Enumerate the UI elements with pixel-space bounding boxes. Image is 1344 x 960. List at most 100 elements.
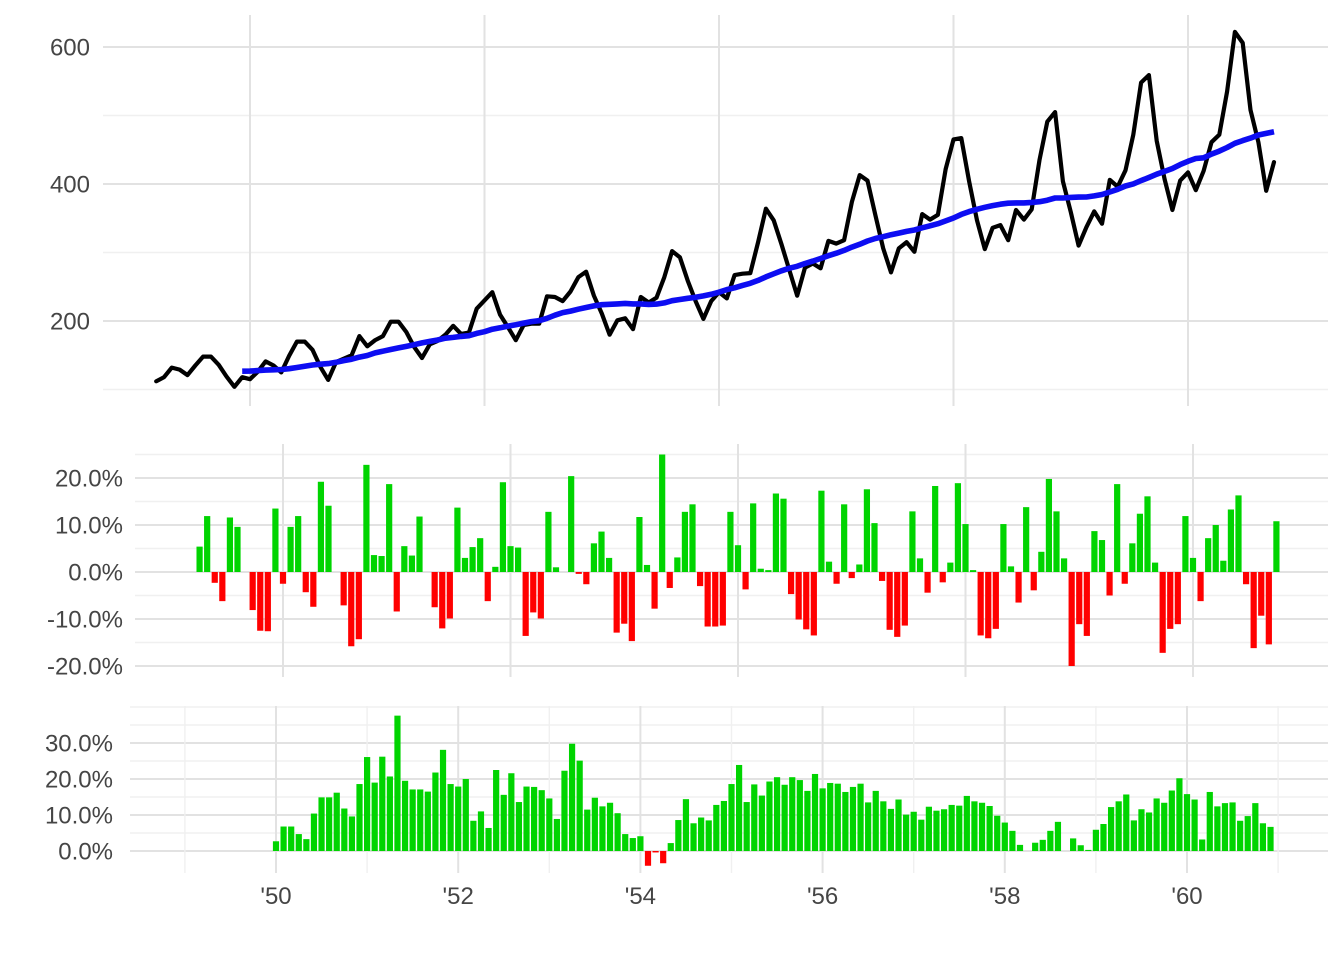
month-over-month-percent-change-positive-bar — [1060, 558, 1068, 572]
month-over-month-percent-change-positive-bar — [818, 490, 825, 572]
month-over-month-percent-change-negative-bar — [886, 572, 893, 630]
month-over-month-percent-change-negative-bar — [219, 572, 226, 602]
year-over-year-percent-change-positive-bar — [751, 784, 758, 851]
year-over-year-percent-change-positive-bar — [1107, 807, 1115, 851]
year-over-year-percent-change-positive-bar — [447, 784, 454, 851]
year-over-year-percent-change-positive-bar — [303, 839, 310, 851]
month-over-month-percent-change-negative-bar — [878, 572, 886, 581]
year-over-year-percent-change-positive-bar — [379, 756, 386, 851]
month-over-month-percent-change-positive-bar — [856, 564, 863, 572]
year-over-year-percent-change-positive-bar — [880, 801, 887, 851]
month-over-month-percent-change-positive-bar — [492, 566, 499, 572]
month-over-month-percent-change-positive-bar — [1023, 507, 1030, 572]
month-over-month-percent-change-negative-bar — [1174, 572, 1181, 625]
year-over-year-percent-change-positive-bar — [508, 773, 515, 851]
year-over-year-percent-change-positive-bar — [698, 817, 705, 851]
year-over-year-percent-change-positive-bar — [515, 802, 523, 851]
month-over-month-percent-change-positive-bar — [681, 511, 689, 572]
year-over-year-percent-change-positive-bar — [903, 814, 910, 851]
month-over-month-percent-change-negative-bar — [1242, 572, 1250, 585]
month-over-month-percent-change-positive-bar — [590, 543, 598, 572]
year-over-year-percent-change-positive-bar — [857, 783, 864, 851]
month-over-month-percent-change-negative-bar — [1106, 572, 1113, 596]
year-over-year-percent-change-positive-bar — [310, 813, 318, 851]
year-over-year-percent-change-positive-bar — [728, 784, 735, 851]
month-over-month-percent-change-negative-bar — [848, 572, 855, 579]
year-over-year-percent-change-positive-bar — [1123, 794, 1130, 851]
year-over-year-percent-change-positive-bar — [865, 802, 872, 851]
y-tick-label-panel3: 30.0% — [45, 731, 113, 758]
month-over-month-percent-change-positive-bar — [325, 505, 332, 572]
month-over-month-percent-change-negative-bar — [704, 572, 711, 627]
month-over-month-percent-change-negative-bar — [985, 572, 992, 639]
year-over-year-percent-change-positive-bar — [1001, 822, 1008, 851]
month-over-month-percent-change-negative-bar — [901, 572, 908, 626]
x-tick-label: '54 — [625, 883, 656, 910]
month-over-month-percent-change-negative-bar — [522, 572, 529, 636]
year-over-year-percent-change-positive-bar — [1176, 778, 1183, 851]
y-tick-label-panel2: 0.0% — [68, 560, 123, 587]
y-tick-label-panel3: 20.0% — [45, 767, 113, 794]
year-over-year-percent-change-positive-bar — [918, 819, 925, 851]
year-over-year-percent-change-positive-bar — [872, 790, 879, 851]
month-over-month-percent-change-positive-bar — [416, 516, 423, 572]
year-over-year-percent-change-positive-bar — [1191, 799, 1198, 851]
month-over-month-percent-change-positive-bar — [1212, 525, 1219, 572]
month-over-month-percent-change-negative-bar — [651, 572, 658, 609]
month-over-month-percent-change-positive-bar — [1038, 551, 1045, 572]
month-over-month-percent-change-negative-bar — [696, 572, 704, 587]
year-over-year-percent-change-positive-bar — [333, 792, 340, 851]
year-over-year-percent-change-positive-bar — [705, 820, 712, 851]
month-over-month-percent-change-negative-bar — [431, 572, 438, 608]
month-over-month-percent-change-positive-bar — [1144, 496, 1151, 572]
year-over-year-percent-change-positive-bar — [606, 802, 614, 851]
year-over-year-percent-change-positive-bar — [842, 791, 849, 851]
month-over-month-percent-change-negative-bar — [1083, 572, 1090, 636]
year-over-year-percent-change-positive-bar — [1047, 830, 1054, 851]
month-over-month-percent-change-negative-bar — [249, 572, 256, 611]
month-over-month-percent-change-positive-bar — [962, 524, 969, 572]
year-over-year-percent-change-positive-bar — [371, 782, 378, 851]
month-over-month-percent-change-negative-bar — [264, 572, 271, 632]
month-over-month-percent-change-negative-bar — [666, 572, 673, 588]
month-over-month-percent-change-positive-bar — [1053, 511, 1060, 572]
year-over-year-percent-change-positive-bar — [1100, 824, 1107, 851]
month-over-month-percent-change-positive-bar — [1205, 538, 1212, 572]
year-over-year-percent-change-positive-bar — [1229, 802, 1236, 851]
month-over-month-percent-change-positive-bar — [1091, 531, 1098, 572]
year-over-year-percent-change-positive-bar — [796, 780, 803, 851]
year-over-year-percent-change-positive-bar — [417, 789, 424, 851]
year-over-year-percent-change-positive-bar — [940, 809, 948, 851]
month-over-month-percent-change-positive-bar — [295, 516, 302, 572]
year-over-year-percent-change-positive-bar — [713, 804, 720, 851]
month-over-month-percent-change-negative-bar — [1258, 572, 1265, 616]
year-over-year-percent-change-positive-bar — [576, 760, 583, 851]
month-over-month-percent-change-negative-bar — [1197, 572, 1204, 602]
year-over-year-percent-change-positive-bar — [386, 776, 393, 851]
month-over-month-percent-change-negative-bar — [355, 572, 362, 640]
year-over-year-percent-change-positive-bar — [1092, 829, 1100, 851]
month-over-month-percent-change-positive-bar — [1045, 478, 1053, 572]
year-over-year-percent-change-positive-bar — [675, 820, 682, 851]
month-over-month-percent-change-positive-bar — [196, 546, 203, 572]
y-tick-label-panel2: 10.0% — [55, 513, 123, 540]
y-tick-label-panel1: 200 — [50, 309, 90, 336]
y-tick-label-panel1: 600 — [50, 35, 90, 62]
year-over-year-percent-change-positive-bar — [834, 783, 841, 851]
year-over-year-percent-change-positive-bar — [1145, 812, 1153, 851]
month-over-month-percent-change-negative-bar — [530, 572, 537, 613]
year-over-year-percent-change-positive-bar — [280, 826, 287, 851]
month-over-month-percent-change-positive-bar — [636, 517, 643, 572]
year-over-year-percent-change-positive-bar — [1161, 802, 1168, 851]
year-over-year-percent-change-positive-bar — [735, 764, 743, 851]
month-over-month-percent-change-positive-bar — [947, 562, 954, 572]
month-over-month-percent-change-negative-bar — [712, 572, 719, 627]
month-over-month-percent-change-positive-bar — [272, 508, 279, 572]
y-tick-label-panel2: 20.0% — [55, 466, 123, 493]
year-over-year-percent-change-positive-bar — [1138, 809, 1145, 851]
month-over-month-percent-change-positive-bar — [1007, 566, 1015, 572]
month-over-month-percent-change-positive-bar — [765, 570, 772, 572]
month-over-month-percent-change-positive-bar — [1273, 521, 1280, 572]
